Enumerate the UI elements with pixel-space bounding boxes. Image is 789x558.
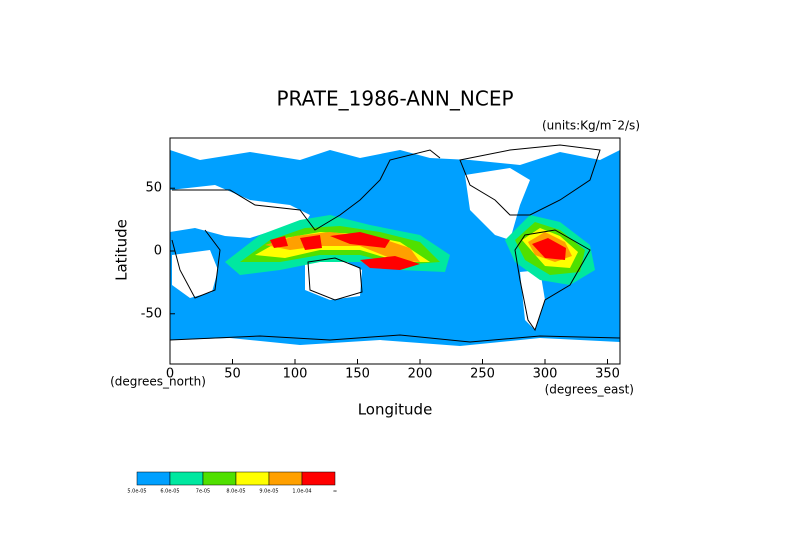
colorbar-swatch [268, 471, 303, 486]
y-unit-label: (degrees_north) [110, 375, 206, 389]
coastline [169, 334, 621, 343]
field-contour [300, 235, 322, 250]
x-unit-label: (degrees_east) [545, 383, 634, 397]
dry-area [465, 168, 530, 240]
colorbar-label: ∞ [333, 489, 337, 495]
colorbar-label: 7e-05 [196, 489, 210, 495]
colorbar-swatch [169, 471, 204, 486]
precipitation-field [169, 138, 621, 364]
x-tick-label: 50 [224, 367, 241, 382]
colorbar-label: 6.0e-05 [160, 489, 179, 495]
field-contour [330, 232, 390, 248]
dry-area [170, 338, 620, 364]
dry-area [170, 185, 310, 238]
coastline [307, 257, 363, 301]
x-tick-label: 150 [345, 367, 370, 382]
x-axis-label: Longitude [358, 401, 433, 419]
x-tick-label: 0 [166, 367, 174, 382]
colorbar-swatch [301, 471, 336, 486]
y-tick-label: 50 [145, 181, 162, 196]
colorbar-swatch [235, 471, 270, 486]
dry-area [520, 270, 545, 330]
field-contour [360, 256, 420, 270]
dry-area [172, 250, 218, 298]
colorbar-label: 8.0e-05 [226, 489, 245, 495]
x-tick-label: 350 [595, 367, 620, 382]
units-label: (units:Kg/m¯2/s) [542, 119, 640, 133]
y-tick-label: -50 [141, 306, 162, 321]
coastline [171, 149, 441, 299]
x-tick-label: 300 [533, 367, 558, 382]
colorbar-label: 1.0e-04 [292, 489, 311, 495]
colorbar: 5.0e-05 6.0e-05 7e-05 8.0e-05 9.0e-05 1.0e-04… [127, 471, 337, 495]
dry-area [305, 258, 362, 300]
coastline [514, 229, 591, 332]
field-contour [532, 238, 566, 260]
colorbar-swatch [202, 471, 237, 486]
colorbar-label: 9.0e-05 [259, 489, 278, 495]
field-contour [270, 236, 288, 248]
dry-area [170, 138, 620, 165]
x-tick-label: 200 [408, 367, 433, 382]
colorbar-label: 5.0e-05 [127, 489, 146, 495]
y-tick-label: 0 [154, 244, 162, 259]
y-axis-label: Latitude [113, 219, 131, 281]
x-tick-label: 100 [283, 367, 308, 382]
colorbar-swatch [136, 471, 171, 486]
chart-title: PRATE_1986-ANN_NCEP [276, 87, 513, 111]
x-tick-label: 250 [470, 367, 495, 382]
coastline [459, 144, 601, 216]
